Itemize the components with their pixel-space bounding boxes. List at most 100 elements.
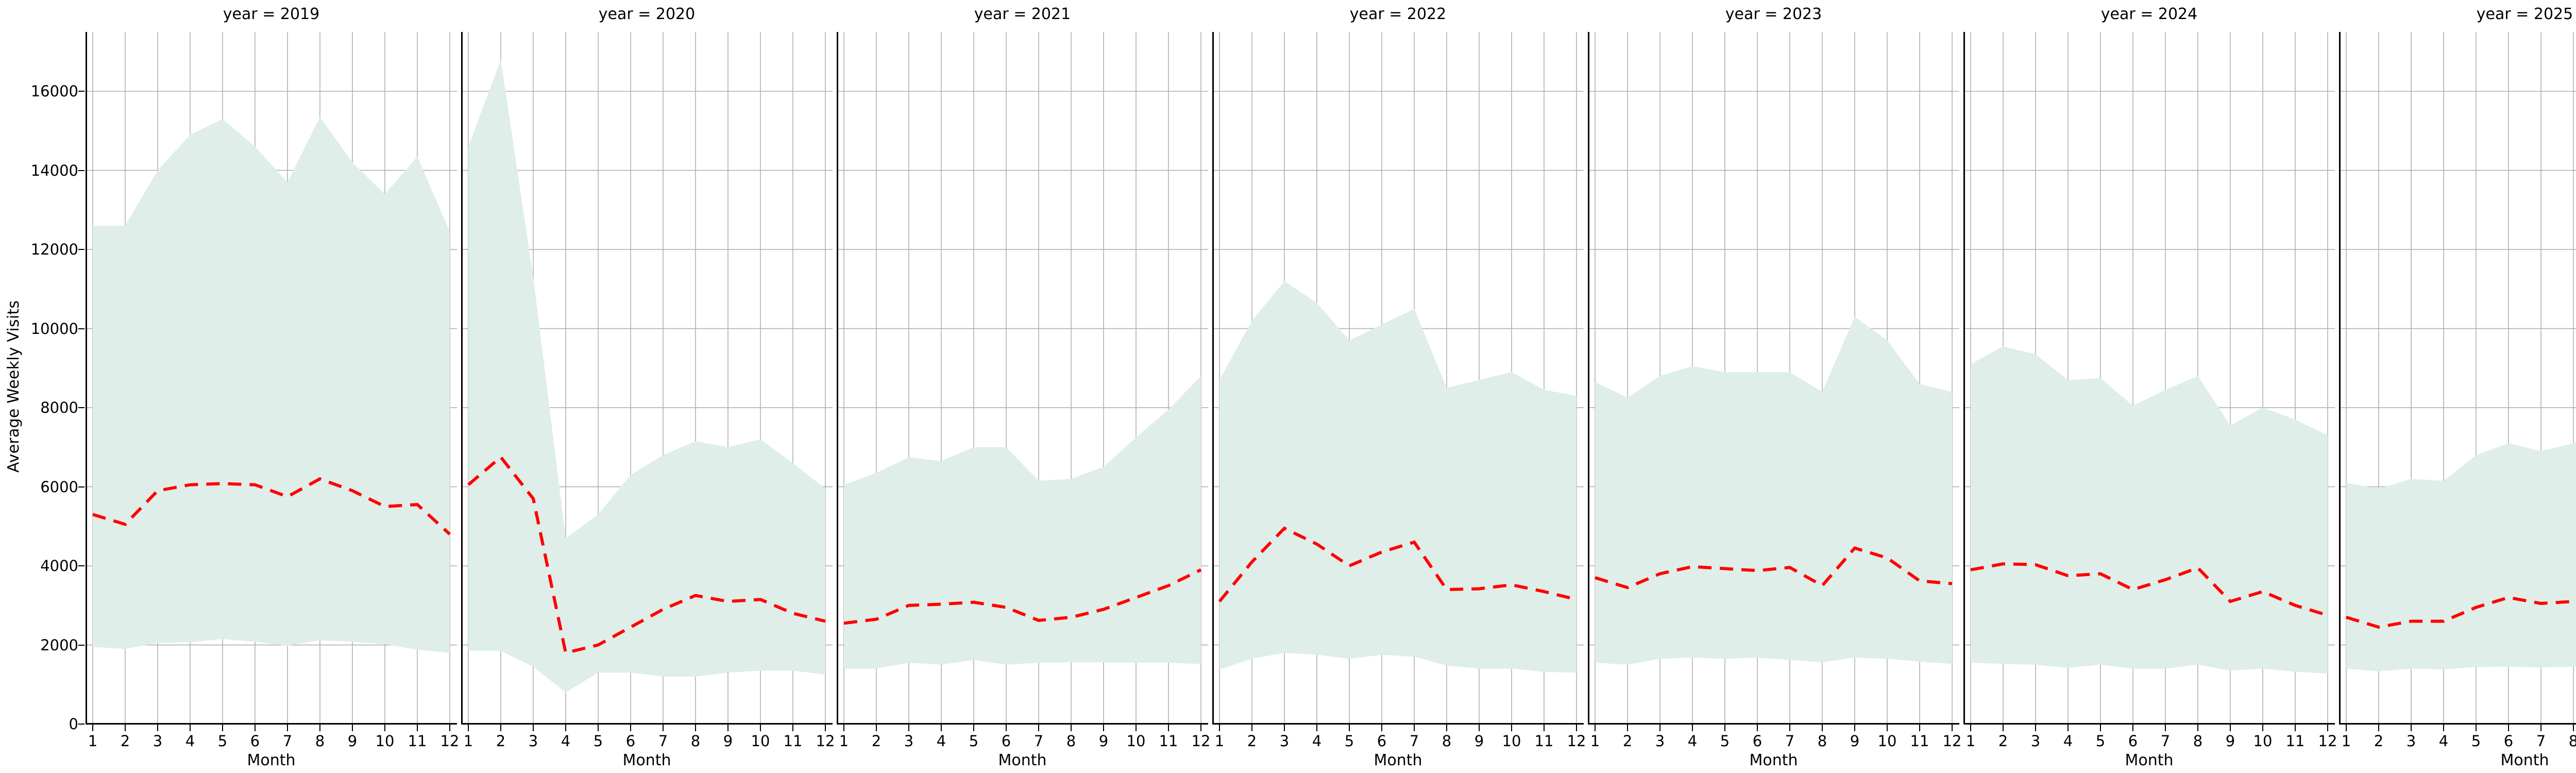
- x-axis-tick-mark: [1316, 725, 1317, 731]
- x-axis-tick-mark: [1952, 725, 1953, 731]
- x-axis-tick-mark: [825, 725, 826, 731]
- x-axis-tick-label: 2: [1622, 732, 1633, 750]
- x-axis-tick-label: 12: [1942, 732, 1962, 750]
- x-axis-tick-mark: [1136, 725, 1137, 731]
- median-line: [2346, 596, 2576, 629]
- x-axis-tick-label: 5: [1720, 732, 1730, 750]
- plot-area: [1588, 32, 1959, 724]
- facet-panel-title: year = 2022: [1349, 5, 1447, 23]
- x-axis-tick-mark: [468, 725, 469, 731]
- x-axis-tick-label: 12: [816, 732, 835, 750]
- x-axis-tick-label: 6: [625, 732, 636, 750]
- x-axis-tick-label: 9: [347, 732, 358, 750]
- x-axis-tick-label: 10: [751, 732, 770, 750]
- x-axis-tick-label: 3: [1655, 732, 1665, 750]
- x-axis-tick-mark: [1887, 725, 1888, 731]
- x-axis-tick-mark: [255, 725, 256, 731]
- x-axis-tick-mark: [2573, 725, 2574, 731]
- x-axis-tick-label: 7: [2160, 732, 2171, 750]
- x-axis-tick-label: 4: [936, 732, 946, 750]
- x-axis-tick-mark: [2035, 725, 2036, 731]
- y-axis-tick-label: 8000: [40, 399, 78, 417]
- y-axis-tick-mark: [78, 486, 84, 488]
- percentile-band: [1219, 281, 1577, 673]
- panel-bottom-spine: [1963, 723, 2335, 725]
- facet-panel-title: year = 2021: [974, 5, 1071, 23]
- x-axis-tick-label: 10: [2253, 732, 2273, 750]
- x-axis-tick-mark: [1251, 725, 1252, 731]
- median-line: [467, 455, 826, 655]
- facet-panel-title: year = 2020: [598, 5, 696, 23]
- x-axis-tick-label: 10: [1126, 732, 1146, 750]
- y-axis-tick-label: 10000: [30, 320, 78, 338]
- x-axis-tick-mark: [1789, 725, 1790, 731]
- panel-left-spine: [837, 32, 838, 724]
- x-axis-tick-mark: [2003, 725, 2004, 731]
- x-axis-tick-mark: [1659, 725, 1660, 731]
- x-axis-tick-label: 4: [2063, 732, 2073, 750]
- x-axis-tick-label: 5: [2471, 732, 2481, 750]
- x-axis-tick-label: 2: [2374, 732, 2384, 750]
- x-axis-tick-label: 1: [1214, 732, 1225, 750]
- x-axis-tick-label: 1: [88, 732, 98, 750]
- x-axis-tick-label: 9: [723, 732, 733, 750]
- x-axis-tick-label: 7: [1409, 732, 1419, 750]
- x-axis-tick-label: 8: [1442, 732, 1452, 750]
- x-axis-tick-mark: [1479, 725, 1480, 731]
- x-axis-tick-label: 11: [1910, 732, 1929, 750]
- x-axis-tick-label: 6: [2128, 732, 2138, 750]
- percentile-band: [93, 116, 450, 653]
- x-axis-tick-mark: [533, 725, 534, 731]
- x-axis-tick-mark: [384, 725, 385, 731]
- x-axis-tick-label: 7: [1033, 732, 1044, 750]
- x-axis-tick-mark: [1576, 725, 1577, 731]
- x-axis-tick-label: 1: [2341, 732, 2351, 750]
- median-line: [1595, 546, 1953, 590]
- facet-panel-2024: year = 2024 1 2 3 4 5 6 7 8 9 10 11 12 Month: [1963, 0, 2337, 773]
- x-axis-tick-mark: [2262, 725, 2263, 731]
- x-axis-tick-label: 5: [217, 732, 228, 750]
- plot-area: [86, 32, 457, 724]
- x-axis-tick-mark: [760, 725, 761, 731]
- panel-left-spine: [2339, 32, 2341, 724]
- x-axis-tick-label: 3: [1279, 732, 1290, 750]
- x-axis-title: Month: [2125, 751, 2174, 769]
- x-axis-tick-mark: [1349, 725, 1350, 731]
- x-axis-tick-label: 8: [1817, 732, 1827, 750]
- x-axis-tick-mark: [319, 725, 320, 731]
- x-axis-tick-mark: [630, 725, 631, 731]
- x-axis-tick-mark: [1381, 725, 1382, 731]
- x-axis-tick-label: 11: [1534, 732, 1554, 750]
- x-axis-tick-label: 2: [120, 732, 130, 750]
- x-axis-tick-label: 9: [2225, 732, 2235, 750]
- x-axis-tick-mark: [2443, 725, 2444, 731]
- panel-left-spine: [1212, 32, 1214, 724]
- x-axis-tick-mark: [125, 725, 126, 731]
- x-axis-tick-label: 8: [690, 732, 701, 750]
- x-axis-tick-label: 4: [1687, 732, 1698, 750]
- panel-left-spine: [461, 32, 463, 724]
- x-axis-tick-label: 3: [528, 732, 538, 750]
- y-axis-tick-label: 2000: [40, 636, 78, 654]
- x-axis-tick-label: 6: [1377, 732, 1387, 750]
- x-axis-tick-mark: [2411, 725, 2412, 731]
- x-axis-tick-label: 1: [463, 732, 473, 750]
- x-axis-tick-mark: [2197, 725, 2198, 731]
- plot-area: [1963, 32, 2335, 724]
- x-axis-tick-mark: [1200, 725, 1201, 731]
- x-axis-tick-label: 1: [839, 732, 849, 750]
- x-axis-tick-mark: [1854, 725, 1855, 731]
- x-axis-tick-mark: [2378, 725, 2379, 731]
- x-axis-tick-label: 3: [2030, 732, 2041, 750]
- x-axis-tick-mark: [1446, 725, 1447, 731]
- percentile-band: [1971, 346, 2328, 674]
- median-line: [843, 568, 1202, 625]
- x-axis-tick-label: 6: [250, 732, 260, 750]
- x-axis-tick-label: 9: [1474, 732, 1484, 750]
- y-axis-ticks: 0 2000 4000 6000 8000 10000 12000 14000 16000: [0, 0, 84, 773]
- x-axis-tick-label: 8: [315, 732, 325, 750]
- x-axis-title: Month: [1374, 751, 1422, 769]
- y-axis-tick-label: 6000: [40, 478, 78, 496]
- x-axis-tick-mark: [1006, 725, 1007, 731]
